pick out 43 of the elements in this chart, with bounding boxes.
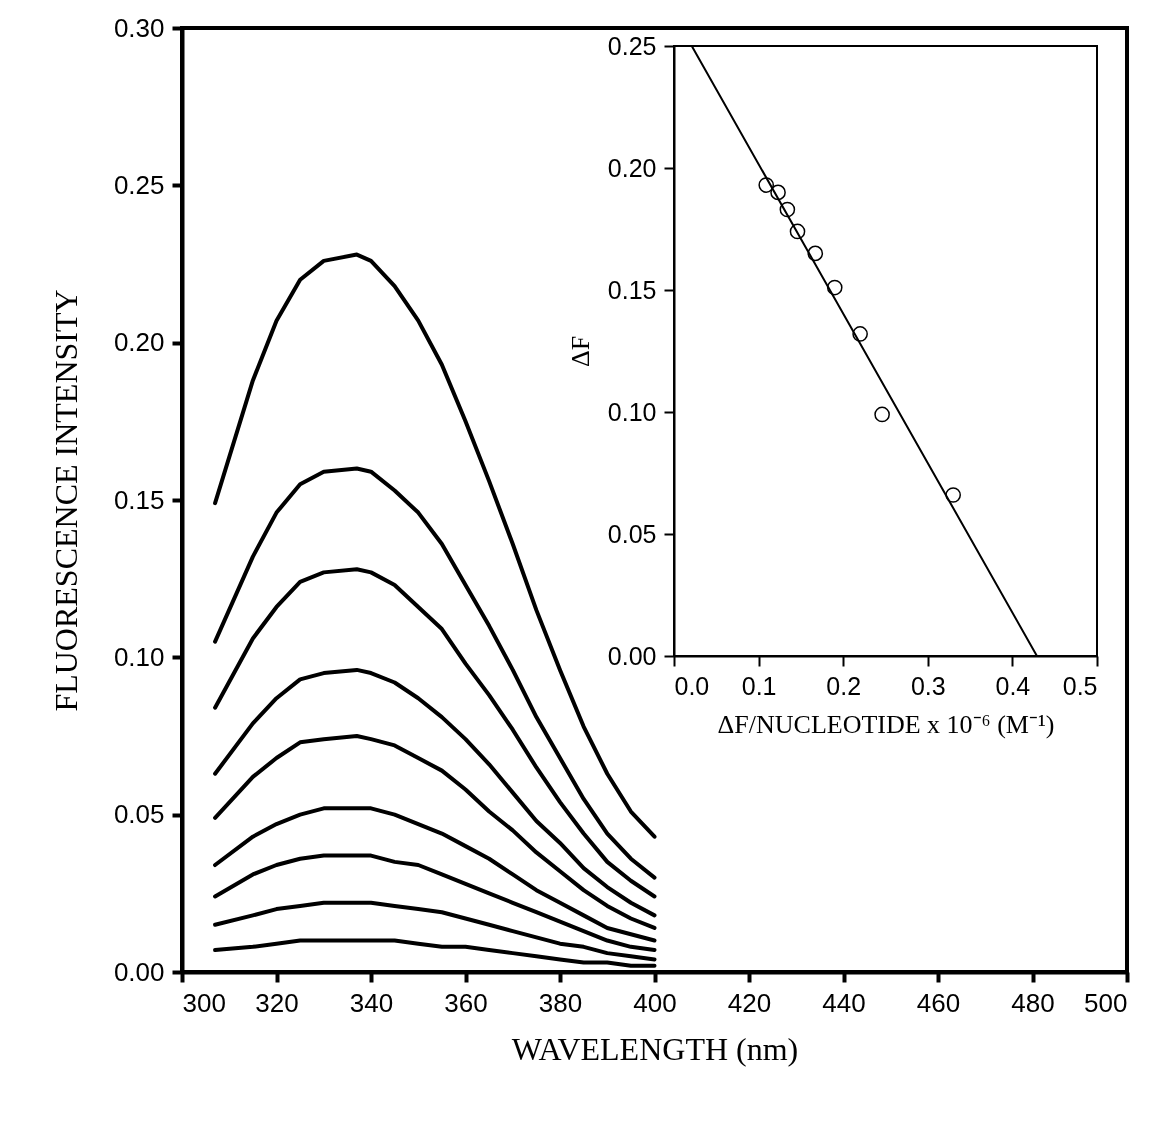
- y-axis-title: ΔF: [565, 335, 595, 368]
- y-tick-label: 0.05: [113, 799, 165, 830]
- line-series: [213, 938, 657, 968]
- x-axis-title: WAVELENGTH (nm): [511, 1030, 799, 1067]
- y-tick-label: 0.05: [607, 519, 657, 548]
- line-series: [213, 466, 657, 880]
- x-tick-label: 0.1: [741, 671, 777, 700]
- line-series: [213, 853, 657, 952]
- x-tick-label: 300: [182, 987, 226, 1018]
- x-tick-label: 0.4: [995, 671, 1031, 700]
- y-tick-label: 0.20: [607, 153, 657, 182]
- y-tick-label: 0.25: [113, 169, 165, 200]
- y-axis-title: FLUORESCENCE INTENSITY: [47, 289, 84, 712]
- y-tick-label: 0.30: [113, 12, 165, 43]
- y-tick-label: 0.20: [113, 327, 165, 358]
- x-tick-label: 0.2: [826, 671, 862, 700]
- x-tick-label: 440: [822, 987, 866, 1018]
- x-tick-label: 460: [916, 987, 961, 1018]
- x-tick-label: 380: [538, 987, 583, 1018]
- x-tick-label: 500: [1084, 987, 1128, 1018]
- x-tick-label: 340: [349, 987, 394, 1018]
- x-tick-label: 0.5: [1062, 671, 1098, 700]
- x-tick-label: 0.0: [674, 671, 710, 700]
- x-tick-label: 420: [727, 987, 772, 1018]
- x-tick-label: 480: [1011, 987, 1055, 1018]
- x-tick-label: 320: [255, 987, 299, 1018]
- y-tick-label: 0.10: [607, 397, 657, 426]
- y-tick-label: 0.00: [113, 956, 165, 987]
- line-series: [213, 734, 657, 930]
- x-axis-title: ΔF/NUCLEOTIDE x 10⁻⁶ (M⁻¹): [717, 709, 1055, 739]
- x-tick-label: 0.3: [910, 671, 946, 700]
- y-tick-label: 0.10: [113, 641, 165, 672]
- x-tick-label: 400: [633, 987, 677, 1018]
- y-tick-label: 0.25: [607, 31, 657, 60]
- y-tick-label: 0.15: [607, 275, 657, 304]
- line-series: [213, 252, 657, 839]
- y-tick-label: 0.15: [113, 484, 165, 515]
- line-series: [213, 806, 657, 943]
- line-series: [213, 667, 657, 918]
- y-tick-label: 0.00: [607, 641, 657, 670]
- x-tick-label: 360: [444, 987, 488, 1018]
- line-series: [213, 567, 657, 899]
- line-series: [213, 900, 657, 962]
